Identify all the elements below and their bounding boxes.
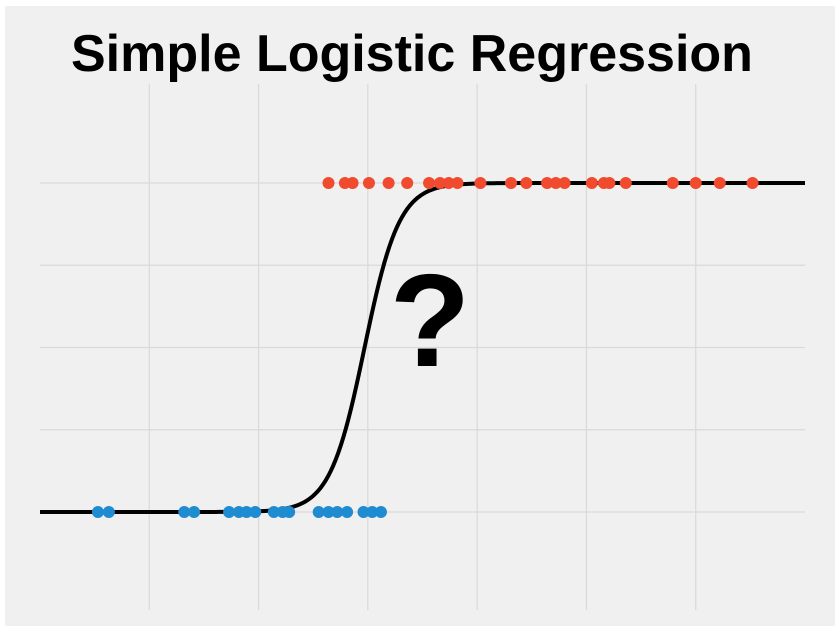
class-1-point [549, 177, 562, 189]
chart-background: ? Simple Logistic Regression [5, 6, 835, 626]
class-0-point [188, 506, 201, 518]
class-1-point [713, 177, 726, 189]
class-0-point [240, 506, 253, 518]
class-1-point [423, 177, 436, 189]
data-points [91, 177, 759, 518]
class-0-point [267, 506, 280, 518]
class-1-point [382, 177, 395, 189]
class-1-point [322, 177, 335, 189]
logistic-regression-plot: ? [40, 84, 805, 610]
class-0-point [312, 506, 325, 518]
class-0-point [331, 506, 344, 518]
class-1-point [346, 177, 359, 189]
class-1-point [362, 177, 375, 189]
class-0-point [102, 506, 115, 518]
class-1-point [451, 177, 464, 189]
class-0-point [341, 506, 354, 518]
question-mark-annotation: ? [390, 247, 471, 394]
class-0-point [178, 506, 191, 518]
class-0-point [283, 506, 296, 518]
class-1-point [746, 177, 759, 189]
class-1-point [474, 177, 487, 189]
class-0-point [374, 506, 387, 518]
class-0-point [223, 506, 236, 518]
class-1-point [619, 177, 632, 189]
class-1-point [433, 177, 446, 189]
chart-title: Simple Logistic Regression [71, 25, 753, 83]
class-0-point [249, 506, 262, 518]
class-1-point [505, 177, 518, 189]
class-1-point [689, 177, 702, 189]
class-1-point [541, 177, 554, 189]
class-1-point [585, 177, 598, 189]
class-1-point [520, 177, 533, 189]
class-1-point [442, 177, 455, 189]
class-1-point [603, 177, 616, 189]
class-1-point [666, 177, 679, 189]
class-1-point [558, 177, 571, 189]
class-0-point [91, 506, 104, 518]
class-0-point [322, 506, 335, 518]
class-0-point [366, 506, 379, 518]
class-1-point [401, 177, 414, 189]
class-0-point [357, 506, 370, 518]
